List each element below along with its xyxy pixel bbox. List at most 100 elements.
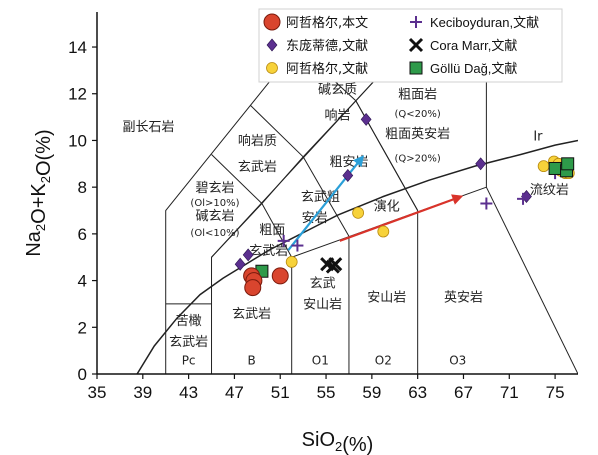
field-label: 碧玄岩 xyxy=(195,181,234,196)
y-tick-label: 14 xyxy=(68,38,87,57)
legend-marker-x xyxy=(408,37,424,53)
field-label: O2 xyxy=(375,354,392,368)
y-axis-label-part: O+K xyxy=(28,183,50,224)
x-tick-label: 59 xyxy=(362,383,381,402)
data-point-circle-red xyxy=(271,267,289,285)
field-label: 响岩质 xyxy=(238,133,277,149)
field-boundaries xyxy=(136,12,578,374)
legend-marker-x-b xyxy=(408,37,424,53)
field-label: 玄武 xyxy=(310,277,336,292)
y-tick-label: 4 xyxy=(78,272,87,291)
field-label: 安山岩 xyxy=(367,291,406,306)
x-tick-label: 39 xyxy=(133,383,152,402)
legend-label: 阿哲格尔,文献 xyxy=(286,61,368,77)
field-label: 玄武岩 xyxy=(249,244,288,259)
field-label: 流纹岩 xyxy=(530,183,569,198)
data-point-plus xyxy=(480,197,493,210)
field-label: 副长石岩 xyxy=(123,120,175,135)
data-point-square xyxy=(561,157,575,171)
field-boundary-line xyxy=(250,105,304,158)
y-axis-label-part: 2 xyxy=(38,176,53,183)
y-tick-label: 8 xyxy=(78,178,87,197)
legend-label: 阿哲格尔,本文 xyxy=(286,15,368,31)
legend-marker-plus xyxy=(410,16,422,28)
field-label: B xyxy=(247,354,255,368)
legend-label: Göllü Dağ,文献 xyxy=(430,61,517,76)
data-point-circle-yellow xyxy=(352,206,365,219)
field-label: O1 xyxy=(312,354,329,368)
legend-marker-circle-red xyxy=(263,13,281,31)
x-axis-label-part: (%) xyxy=(342,434,373,455)
field-boundary-line xyxy=(485,186,578,374)
field-label: 玄武粗 xyxy=(301,190,340,205)
y-axis-label-part: 2 xyxy=(33,224,48,231)
x-tick-label: 55 xyxy=(317,383,336,402)
x-axis-label-part: 2 xyxy=(335,439,342,454)
data-point-diamond xyxy=(475,157,487,171)
x-tick-label: 51 xyxy=(271,383,290,402)
x-tick-label: 43 xyxy=(179,383,198,402)
field-label: (Q<20%) xyxy=(395,109,441,120)
field-label: 玄武岩 xyxy=(238,160,277,175)
x-tick-label: 47 xyxy=(225,383,244,402)
field-label: 苦橄 xyxy=(176,313,202,329)
y-tick-label: 12 xyxy=(68,85,87,104)
data-point-diamond xyxy=(360,112,372,126)
field-boundary-line xyxy=(211,58,396,258)
data-point-x xyxy=(328,257,343,272)
axes: 35 39 43 47 51 55 59 63 67 71 7502468101214SiO2(%)… xyxy=(23,12,578,455)
data-point-x-b xyxy=(328,257,343,272)
data-point-diamond xyxy=(342,169,354,182)
data-point-square xyxy=(548,161,562,175)
field-label: 碱玄质 xyxy=(318,83,357,98)
field-label: 玄武岩 xyxy=(169,335,208,350)
legend-marker-diamond xyxy=(266,38,278,52)
data-point-plus xyxy=(517,192,530,205)
field-label: 响岩 xyxy=(324,107,350,123)
data-point-circle-yellow xyxy=(537,160,550,173)
field-label: O3 xyxy=(449,354,466,368)
data-point-circle-yellow xyxy=(377,225,390,238)
legend-label: Cora Marr,文献 xyxy=(430,38,517,53)
y-tick-label: 2 xyxy=(78,318,87,337)
data-point-plus xyxy=(291,239,304,252)
legend-marker-circle-yellow xyxy=(266,62,278,74)
x-tick-label: 35 xyxy=(88,383,107,402)
legend-label: Keciboyduran,文献 xyxy=(430,15,539,30)
x-tick-label: 71 xyxy=(500,383,519,402)
y-tick-label: 6 xyxy=(78,225,87,244)
data-point-circle-red xyxy=(244,279,262,297)
field-label: 英安岩 xyxy=(444,291,483,306)
field-label: (Ol>10%) xyxy=(190,198,239,209)
field-label: 碱玄岩 xyxy=(195,209,234,224)
field-label: 玄武岩 xyxy=(232,307,271,322)
field-boundary-line xyxy=(211,154,263,204)
field-boundary-line xyxy=(261,203,293,258)
field-label: Ir xyxy=(533,129,543,144)
legend-marker-square xyxy=(409,61,423,75)
y-tick-label: 0 xyxy=(78,365,87,384)
field-label: 演化 xyxy=(374,199,400,215)
field-label: 粗面岩 xyxy=(398,87,437,102)
data-point-plus xyxy=(277,234,290,247)
field-label: (Q>20%) xyxy=(395,153,441,164)
y-axis-label-part: Na xyxy=(23,230,45,256)
evolution-arrow-red xyxy=(339,194,464,242)
field-label: 安山岩 xyxy=(303,298,342,313)
legend-label: 东庞蒂德,文献 xyxy=(286,38,368,54)
data-point-diamond xyxy=(234,257,246,271)
x-axis-label-part: SiO xyxy=(302,429,335,451)
x-tick-label: 67 xyxy=(454,383,473,402)
data-point-circle-yellow xyxy=(285,255,298,268)
y-axis-label-part: O(%) xyxy=(33,129,55,176)
field-label: (Ol<10%) xyxy=(190,228,239,239)
data-point-diamond xyxy=(242,248,254,262)
field-label: Pc xyxy=(182,354,196,368)
field-boundary-line xyxy=(302,156,350,237)
x-tick-label: 63 xyxy=(408,383,427,402)
data-points xyxy=(234,112,575,297)
field-labels: 副长石岩碱玄质响岩响岩质玄武岩粗面岩(Q<20%)粗面英安岩(Q>20%)粗安岩… xyxy=(123,83,569,368)
field-label: 粗面 xyxy=(259,223,285,238)
